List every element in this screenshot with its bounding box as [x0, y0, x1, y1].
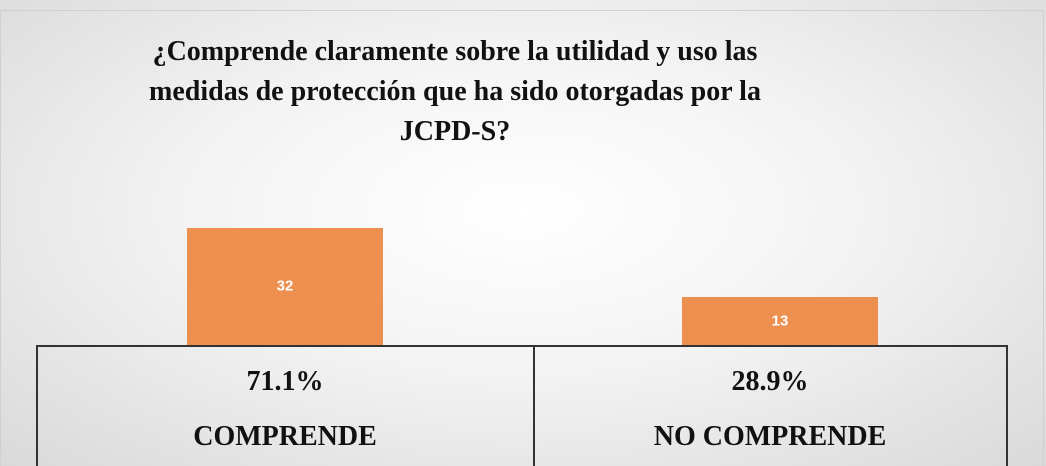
bar: [682, 297, 878, 345]
table-border: [36, 345, 38, 466]
category-label: NO COMPRENDE: [653, 421, 887, 452]
category-label: COMPRENDE: [193, 421, 377, 452]
chart-frame: [0, 10, 1044, 466]
table-border: [533, 345, 535, 466]
table-border: [1006, 345, 1008, 466]
bar-value-label: 32: [276, 277, 294, 295]
percent-label: 28.9%: [731, 366, 809, 397]
chart-title: ¿Comprende claramente sobre la utilidad …: [149, 36, 761, 147]
bar-value-label: 13: [771, 312, 789, 330]
percent-label: 71.1%: [246, 366, 324, 397]
table-border: [37, 345, 1008, 347]
bar: [187, 227, 383, 345]
